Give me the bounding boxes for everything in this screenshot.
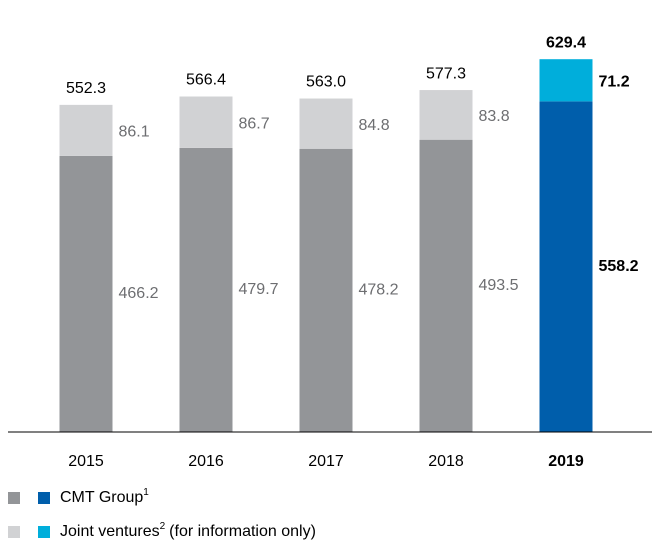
legend-swatch xyxy=(8,526,20,538)
total-label: 629.4 xyxy=(546,34,586,51)
legend-name: Joint ventures xyxy=(60,523,160,540)
value-label: 86.1 xyxy=(119,124,150,141)
value-label: 478.2 xyxy=(359,282,399,299)
value-label: 84.8 xyxy=(359,117,390,134)
value-label: 86.7 xyxy=(239,115,270,132)
bar-segment xyxy=(59,155,113,432)
x-tick-label: 2016 xyxy=(188,453,224,470)
bar-segment xyxy=(59,104,113,156)
total-label: 563.0 xyxy=(306,74,346,91)
bar-segment xyxy=(539,59,593,102)
value-label: 83.8 xyxy=(479,108,510,125)
bar-segment xyxy=(419,139,473,432)
x-tick-label: 2015 xyxy=(68,453,104,470)
bar-segment xyxy=(419,90,473,140)
legend-swatch xyxy=(38,526,50,538)
legend-note: (for information only) xyxy=(169,523,316,540)
legend-name: CMT Group xyxy=(60,489,143,506)
bar-segment xyxy=(179,96,233,148)
value-label: 479.7 xyxy=(239,281,279,298)
legend-footnote: 1 xyxy=(143,487,149,498)
x-tick-label: 2018 xyxy=(428,453,464,470)
bar-segment xyxy=(299,98,353,149)
value-label: 493.5 xyxy=(479,277,519,294)
legend-label: CMT Group1 xyxy=(60,487,149,507)
value-label: 71.2 xyxy=(599,74,630,91)
x-tick-label: 2019 xyxy=(548,453,584,470)
value-label: 466.2 xyxy=(119,285,159,302)
bar-segment xyxy=(179,147,233,432)
total-label: 577.3 xyxy=(426,65,466,82)
legend-swatch xyxy=(8,492,20,504)
legend-swatch xyxy=(38,492,50,504)
x-tick-label: 2017 xyxy=(308,453,344,470)
bar-segment xyxy=(299,148,353,432)
total-label: 552.3 xyxy=(66,80,106,97)
legend-label: Joint ventures2 (for information only) xyxy=(60,521,316,541)
value-label: 558.2 xyxy=(599,258,639,275)
total-label: 566.4 xyxy=(186,72,226,89)
bar-segment xyxy=(539,101,593,433)
legend-footnote: 2 xyxy=(160,521,166,532)
